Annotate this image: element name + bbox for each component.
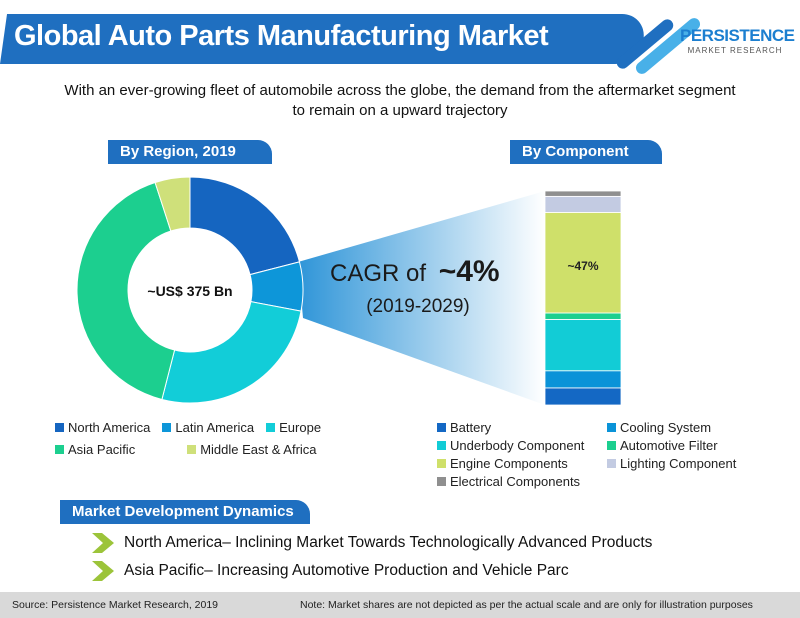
bar-segment-battery [544, 387, 622, 406]
legend-item-latin-america: Latin America [162, 420, 254, 435]
legend-item-lighting-component: Lighting Component [607, 456, 777, 471]
legend-swatch [266, 423, 276, 432]
legend-label: Asia Pacific [68, 442, 136, 457]
footer: Source: Persistence Market Research, 201… [0, 592, 800, 618]
legend-swatch [437, 423, 446, 432]
bar-segment-electrical-components [544, 190, 622, 197]
legend-item-europe: Europe [266, 420, 321, 435]
donut-center-label: ~US$ 375 Bn [147, 283, 232, 299]
legend-item-cooling-system: Cooling System [607, 420, 777, 435]
legend-item-underbody-component: Underbody Component [437, 438, 607, 453]
legend-label: Automotive Filter [620, 438, 718, 453]
component-heading: By Component [510, 140, 662, 164]
legend-label: Electrical Components [450, 474, 581, 489]
chevron-right-icon [92, 561, 114, 581]
bar-segment-lighting-component [544, 195, 622, 213]
region-heading: By Region, 2019 [108, 140, 272, 164]
legend-item-electrical-components: Electrical Components [437, 474, 607, 489]
legend-item-battery: Battery [437, 420, 607, 435]
dynamics-item: North America– Inclining Market Towards … [92, 533, 652, 553]
source-text: Source: Persistence Market Research, 201… [12, 599, 219, 611]
legend-item-engine-components: Engine Components [437, 456, 607, 471]
legend-swatch [607, 459, 616, 468]
note-text: Note: Market shares are not depicted as … [300, 599, 753, 611]
dynamics-text: North America– Inclining Market Towards … [124, 534, 653, 551]
legend-swatch [607, 423, 616, 432]
page-title: Global Auto Parts Manufacturing Market [14, 20, 549, 52]
cagr-period: (2019-2029) [366, 296, 470, 317]
legend-label: Engine Components [450, 456, 568, 471]
legend-swatch [437, 477, 446, 486]
legend-item-north-america: North America [55, 420, 150, 435]
component-legend: Battery Cooling System Underbody Component… [437, 420, 777, 489]
subtitle: With an ever-growing fleet of automobile… [0, 81, 800, 121]
bar-segment-underbody-component [544, 318, 622, 372]
region-legend: North America Latin America Europe Asia Pac… [55, 420, 355, 457]
chevron-right-icon [92, 533, 114, 553]
legend-swatch [162, 423, 172, 432]
logo: PERSISTENCE MARKET RESEARCH [680, 26, 795, 55]
donut-slice-europe [161, 301, 302, 404]
cagr-value: ~4% [439, 255, 500, 288]
legend-swatch [55, 423, 64, 432]
donut-slice-middle-east-africa [154, 176, 191, 232]
logo-text: PERSISTENCE [680, 26, 795, 45]
legend-swatch [187, 445, 197, 454]
legend-label: Latin America [175, 420, 255, 435]
dynamics-text: Asia Pacific– Increasing Automotive Prod… [124, 562, 569, 579]
legend-label: Cooling System [620, 420, 712, 435]
legend-label: Middle East & Africa [200, 442, 317, 457]
logo-subtext: MARKET RESEARCH [687, 46, 783, 55]
dynamics-item: Asia Pacific– Increasing Automotive Prod… [92, 561, 569, 581]
legend-swatch [55, 445, 64, 454]
legend-item-middle-east-africa: Middle East & Africa [187, 442, 317, 457]
donut-slice-asia-pacific [76, 181, 176, 401]
legend-label: Underbody Component [450, 438, 585, 453]
subtitle-line: to remain on a upward trajectory [292, 102, 508, 119]
legend-label: Europe [279, 420, 322, 435]
legend-item-automotive-filter: Automotive Filter [607, 438, 777, 453]
subtitle-line: With an ever-growing fleet of automobile… [64, 82, 736, 99]
dynamics-heading: Market Development Dynamics [60, 500, 310, 524]
legend-swatch [437, 441, 446, 450]
engine-data-label: ~47% [567, 259, 598, 273]
cagr-prefix: CAGR of [330, 260, 433, 287]
cagr-text: CAGR of ~4% [330, 255, 500, 288]
legend-item-asia-pacific: Asia Pacific [55, 442, 135, 457]
charts-svg: ~US$ 375 Bn ~47% CAGR of ~4% (2019-2029) [76, 176, 622, 406]
cagr-funnel [298, 191, 545, 405]
donut-slice-north-america [189, 176, 301, 276]
legend-swatch [607, 441, 616, 450]
legend-swatch [437, 459, 446, 468]
legend-label: Battery [450, 420, 492, 435]
legend-label: Lighting Component [620, 456, 737, 471]
bar-segment-automotive-filter [544, 312, 622, 320]
legend-label: North America [68, 420, 151, 435]
bar-segment-cooling-system [544, 370, 622, 389]
